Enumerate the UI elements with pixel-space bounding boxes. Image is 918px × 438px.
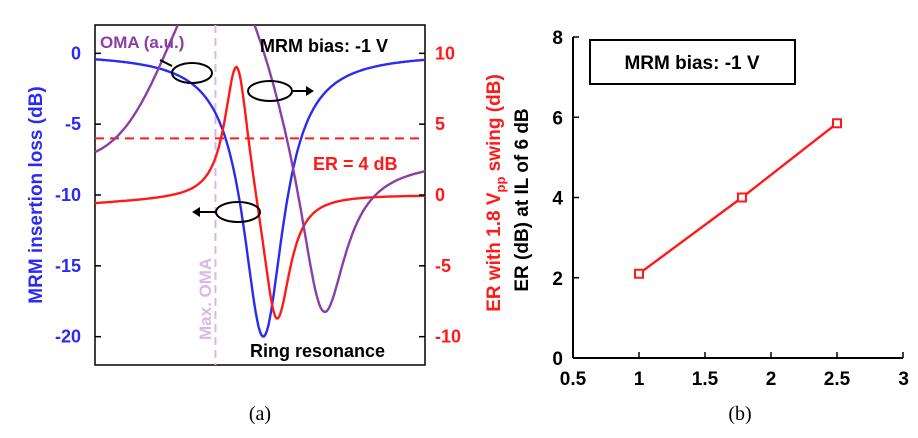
- panel-b-bias-box: [589, 39, 796, 85]
- panel-b-series-group: [634, 118, 842, 279]
- panel-a-bias-annotation: MRM bias: -1 V: [260, 36, 388, 56]
- insertion-loss-line: [95, 58, 425, 338]
- panel-b-y-axis-title: ER (dB) at IL of 6 dB: [512, 108, 533, 291]
- panel-b-y-tick-label: 8: [552, 28, 563, 49]
- panel-b-x-tick-label: 2: [766, 369, 777, 390]
- left-tick-label: -5: [65, 114, 81, 134]
- panel-a: 0 -5 -10 -15 -20 10 5 0 -5 -10 OMA (a.u.) MRM bi…: [26, 24, 508, 425]
- oma-axis-indicator: [159, 59, 213, 84]
- panel-b-data-point: [736, 192, 747, 203]
- right-tick-label: 5: [435, 114, 445, 134]
- panel-b-x-tick-label: 1.5: [692, 369, 719, 390]
- left-tick-label: -15: [55, 256, 81, 276]
- panel-a-max-oma-label: Max. OMA: [196, 258, 215, 340]
- panel-a-oma-label: OMA (a.u.): [100, 33, 184, 52]
- caption-b: (b): [728, 403, 751, 425]
- panel-a-right-ticks: 10 5 0 -5 -10: [419, 43, 461, 347]
- panel-a-left-axis-title: MRM insertion loss (dB): [26, 86, 47, 303]
- right-tick-label: -10: [435, 327, 461, 347]
- panel-a-right-axis-title: ER with 1.8 Vpp swing (dB): [484, 74, 508, 312]
- panel-b-x-tick-label: 1: [634, 369, 645, 390]
- right-tick-label: -5: [435, 256, 451, 276]
- panel-b-axes: 0 2 4 6 8 0.5 1 1.5 2 2.5 3: [552, 28, 909, 390]
- panel-a-resonance-annotation: Ring resonance: [250, 341, 385, 361]
- panel-a-left-ticks: 0 -5 -10 -15 -20: [55, 43, 101, 347]
- left-tick-label: 0: [71, 43, 81, 63]
- right-axis-title-prefix: ER with 1.8 V: [484, 192, 505, 312]
- oma-line: [95, 25, 425, 314]
- panel-b-bias-annotation: MRM bias: -1 V: [624, 53, 759, 74]
- er-right-axis-indicator: [247, 80, 314, 102]
- left-tick-label: -10: [55, 185, 81, 205]
- panel-b-data-point: [634, 268, 644, 279]
- panel-b-x-tick-label: 3: [898, 369, 909, 390]
- er-line: [95, 65, 425, 320]
- caption-a: (a): [249, 403, 271, 425]
- panel-b-data-point: [832, 118, 842, 129]
- panel-b-y-tick-label: 6: [552, 108, 563, 129]
- right-tick-label: 0: [435, 185, 445, 205]
- left-tick-label: -20: [55, 327, 81, 347]
- panel-b-x-tick-label: 0.5: [560, 369, 587, 390]
- panel-b: 0 2 4 6 8 0.5 1 1.5 2 2.5 3 MRM bias: -1 V ER (dB)…: [512, 28, 909, 425]
- panel-b-y-tick-label: 4: [552, 189, 563, 210]
- panel-a-series-group: [95, 25, 425, 365]
- panel-a-er-annotation: ER = 4 dB: [313, 154, 398, 174]
- insertion-loss-left-axis-indicator: [192, 201, 261, 223]
- panel-b-y-tick-label: 0: [552, 349, 563, 370]
- right-tick-label: 10: [435, 43, 455, 63]
- right-axis-title-suffix: swing (dB): [484, 74, 505, 176]
- panel-b-x-tick-label: 2.5: [824, 369, 851, 390]
- panel-b-y-tick-label: 2: [552, 269, 563, 290]
- right-axis-title-sub: pp: [493, 177, 508, 193]
